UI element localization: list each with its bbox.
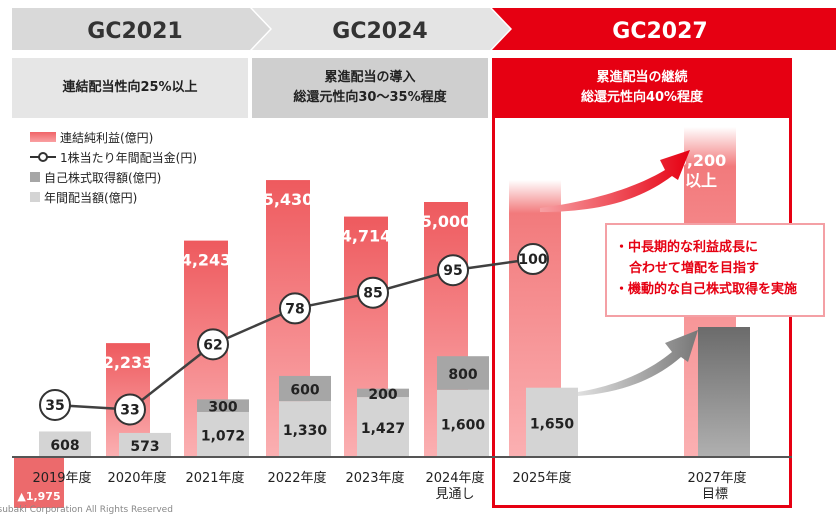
x-tick-label: 2020年度	[107, 470, 166, 486]
dps-label: 33	[120, 402, 139, 418]
dps-marker	[357, 276, 389, 309]
buyback-bar	[437, 356, 489, 390]
legend-dps: 1株当たり年間配当金(円)	[30, 147, 197, 167]
dps-marker	[279, 292, 311, 325]
dps-label: 100	[518, 252, 547, 268]
buyback-label: 800	[448, 367, 477, 383]
x-tick-sublabel: 目標	[702, 487, 728, 502]
phase-arrow-gc2027	[492, 8, 836, 50]
legend-label: 1株当たり年間配当金(円)	[60, 150, 197, 165]
dividend-label: 573	[130, 439, 159, 455]
policy-text: 累進配当の導入	[324, 70, 416, 85]
buyback-label: 200	[368, 387, 397, 403]
dps-label: 78	[285, 301, 304, 317]
policy-text: 総還元性向40%程度	[580, 90, 704, 105]
line-marker-icon	[30, 152, 56, 162]
policy-gc2027: 累進配当の継続総還元性向40%程度	[492, 58, 792, 118]
x-tick-label: 2019年度	[32, 470, 91, 486]
x-tick-label: 2021年度	[185, 470, 244, 486]
x-tick-label: 2023年度	[345, 470, 404, 486]
buyback-bar	[357, 388, 409, 398]
dps-marker	[114, 393, 146, 426]
dividend-bar	[279, 401, 331, 457]
dps-label: 62	[203, 337, 222, 353]
phase-label: GC2024	[332, 19, 427, 44]
dividend-bar	[437, 389, 489, 457]
profit-label: 2,233	[103, 353, 154, 372]
policy-text: 累進配当の継続	[596, 70, 688, 85]
policy-text: 総還元性向30～35%程度	[293, 90, 447, 105]
callout-item-cont: 合わせて増配を目指す	[615, 258, 823, 279]
phase-arrow-gc2024	[252, 8, 510, 50]
profit-label: ▲1,975	[17, 490, 60, 503]
phase-arrow-gc2021	[12, 8, 270, 50]
legend-label: 自己株式取得額(億円)	[44, 170, 162, 185]
x-tick-label: 2025年度	[512, 470, 571, 486]
legend-profit: 連結純利益(億円)	[30, 127, 197, 147]
dps-label: 35	[45, 398, 64, 414]
callout-text: 機動的な自己株式取得を実施	[628, 282, 798, 297]
dividend-bar	[526, 387, 578, 457]
callout-item: ・機動的な自己株式取得を実施	[615, 282, 798, 297]
profit-bar	[14, 457, 64, 508]
dividend-label: 608	[50, 438, 79, 454]
dividend-label: 1,330	[283, 423, 328, 439]
legend-dividend: 年間配当額(億円)	[30, 187, 197, 207]
dividend-label: 1,427	[361, 421, 405, 437]
copyright: tsubaki Corporation All Rights Reserved	[0, 505, 173, 515]
phase-label: GC2027	[612, 19, 707, 44]
dps-marker	[517, 243, 549, 275]
legend-label: 連結純利益(億円)	[60, 130, 154, 145]
dps-marker	[197, 328, 229, 361]
dividend-bar	[39, 431, 91, 457]
dps-label: 85	[363, 286, 382, 302]
policy-gc2024: 累進配当の導入総還元性向30～35%程度	[252, 58, 488, 118]
buyback-bar	[197, 399, 249, 412]
policy-gc2021: 連結配当性向25%以上	[12, 58, 248, 118]
dividend-bar	[357, 397, 409, 457]
phase-label: GC2021	[87, 19, 182, 44]
dps-label: 95	[443, 263, 462, 279]
buyback-arrow-icon	[578, 330, 698, 396]
buyback-bar	[279, 375, 331, 402]
policy-text: 連結配当性向25%以上	[62, 80, 198, 95]
profit-label: 4,714	[341, 227, 392, 246]
dividend-label: 1,072	[201, 428, 245, 444]
x-tick-sublabel: 見通し	[435, 487, 474, 502]
profit-label: 4,243	[181, 251, 232, 270]
profit-label: 5,000	[421, 212, 472, 231]
legend-swatch	[30, 172, 40, 182]
legend-swatch	[30, 132, 56, 142]
legend-buyback: 自己株式取得額(億円)	[30, 167, 197, 187]
dividend-label: 1,650	[530, 416, 575, 432]
x-tick-label: 2024年度	[425, 470, 484, 486]
x-tick-label: 2022年度	[267, 470, 326, 486]
x-tick-label: 2027年度	[687, 470, 746, 486]
dps-marker	[39, 388, 71, 421]
dividend-bar	[119, 432, 171, 457]
legend-label: 年間配当額(億円)	[44, 190, 138, 205]
buyback-target-bar	[698, 327, 750, 457]
profit-label: 5,430	[263, 190, 314, 209]
profit-label: 以上	[685, 171, 717, 190]
dps-marker	[437, 254, 469, 287]
dividend-label: 1,600	[441, 417, 486, 433]
buyback-label: 300	[208, 400, 237, 416]
callout-text: 合わせて増配を目指す	[629, 261, 760, 276]
legend-swatch	[30, 192, 40, 202]
callout-item: ・中長期的な利益成長に	[615, 240, 759, 255]
profit-label: 6,200	[676, 151, 727, 170]
dividend-bar	[197, 411, 249, 457]
buyback-label: 600	[290, 383, 319, 399]
callout-text: 中長期的な利益成長に	[628, 240, 759, 255]
callout-box: ・中長期的な利益成長に 合わせて増配を目指す ・機動的な自己株式取得を実施	[605, 223, 825, 317]
legend: 連結純利益(億円) 1株当たり年間配当金(円) 自己株式取得額(億円) 年間配当…	[30, 127, 197, 207]
growth-arrow-icon	[540, 150, 690, 212]
